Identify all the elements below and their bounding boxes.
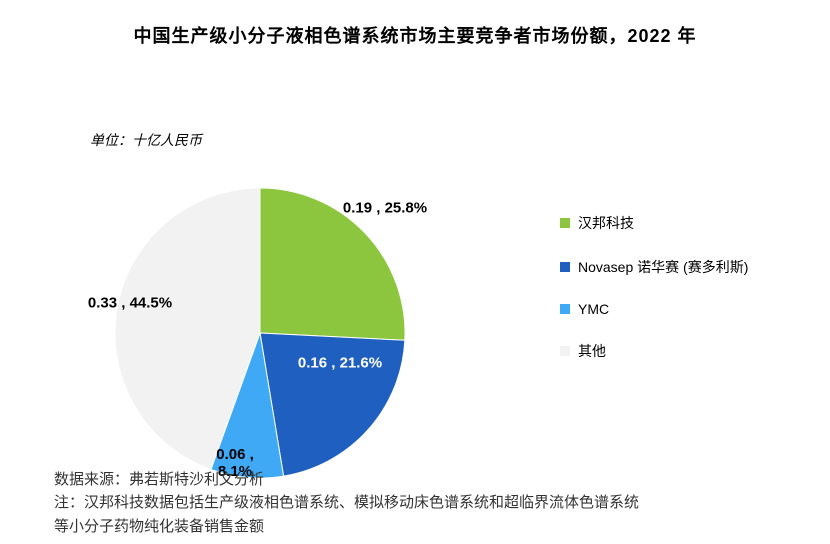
slice-label: 0.16 , 21.6% bbox=[298, 355, 382, 372]
legend-item: YMC bbox=[560, 301, 748, 317]
legend-label: Novasep 诺华赛 (赛多利斯) bbox=[578, 257, 748, 277]
pie-chart bbox=[114, 187, 406, 484]
legend-swatch bbox=[560, 218, 570, 228]
legend: 汉邦科技 Novasep 诺华赛 (赛多利斯) YMC 其他 bbox=[560, 213, 748, 385]
legend-item: 其他 bbox=[560, 341, 748, 361]
pie-svg bbox=[114, 187, 406, 479]
footer-line: 注：汉邦科技数据包括生产级液相色谱系统、模拟移动床色谱系统和超临界流体色谱系统 bbox=[54, 491, 639, 514]
legend-label: 汉邦科技 bbox=[578, 213, 634, 233]
slice-label: 0.33 , 44.5% bbox=[88, 295, 172, 312]
chart-area: 0.19 , 25.8%0.16 , 21.6%0.06 , 8.1%0.33 … bbox=[0, 48, 830, 448]
legend-label: 其他 bbox=[578, 341, 606, 361]
legend-swatch bbox=[560, 304, 570, 314]
legend-item: Novasep 诺华赛 (赛多利斯) bbox=[560, 257, 748, 277]
footer-line: 等小分子药物纯化装备销售金额 bbox=[54, 515, 639, 538]
slice-label: 0.19 , 25.8% bbox=[343, 200, 427, 217]
chart-title: 中国生产级小分子液相色谱系统市场主要竞争者市场份额，2022 年 bbox=[0, 0, 830, 48]
legend-swatch bbox=[560, 262, 570, 272]
footer-line: 数据来源：弗若斯特沙利文分析 bbox=[54, 468, 639, 491]
legend-label: YMC bbox=[578, 301, 609, 317]
footer-notes: 数据来源：弗若斯特沙利文分析注：汉邦科技数据包括生产级液相色谱系统、模拟移动床色… bbox=[54, 468, 639, 538]
legend-item: 汉邦科技 bbox=[560, 213, 748, 233]
legend-swatch bbox=[560, 346, 570, 356]
